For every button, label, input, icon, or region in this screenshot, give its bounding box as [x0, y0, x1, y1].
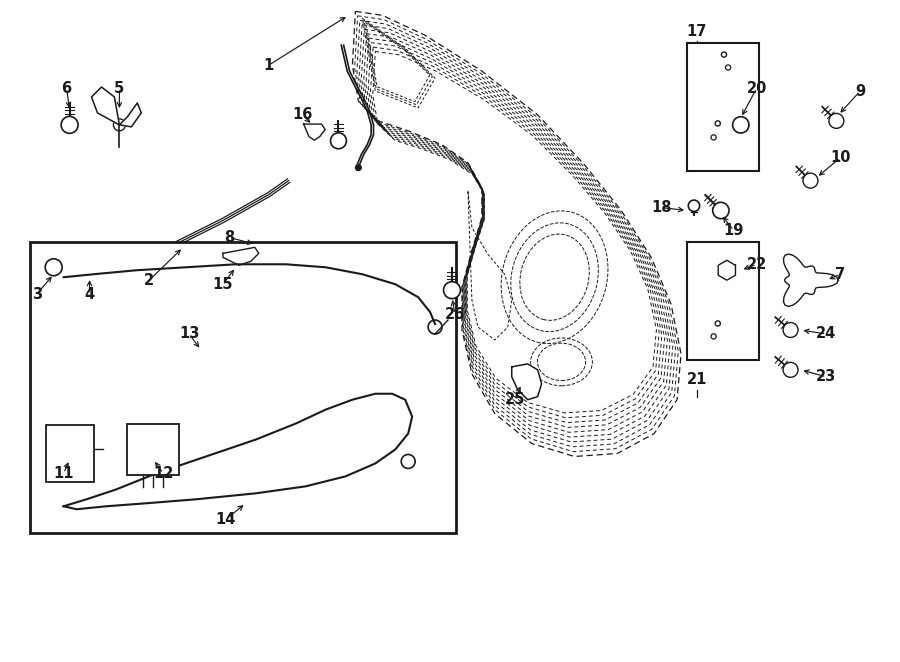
Bar [128, 424, 179, 475]
Text: 17: 17 [687, 24, 707, 39]
Circle shape [711, 135, 716, 140]
Circle shape [783, 322, 798, 338]
Text: 15: 15 [212, 277, 233, 292]
Text: 21: 21 [687, 372, 707, 387]
Text: 10: 10 [830, 150, 850, 166]
Circle shape [113, 119, 125, 131]
Bar [687, 43, 759, 171]
Circle shape [716, 321, 720, 326]
Text: 12: 12 [153, 466, 174, 481]
Bar [30, 242, 456, 533]
Text: 14: 14 [216, 512, 236, 527]
Bar [687, 242, 759, 360]
Text: 5: 5 [114, 81, 124, 95]
Circle shape [725, 274, 731, 279]
Circle shape [61, 117, 78, 133]
Polygon shape [512, 364, 542, 400]
Circle shape [803, 173, 818, 188]
Polygon shape [303, 124, 325, 140]
Text: 9: 9 [855, 83, 865, 99]
Circle shape [444, 282, 461, 299]
Text: 22: 22 [747, 257, 767, 272]
Circle shape [829, 113, 844, 128]
Polygon shape [718, 260, 735, 280]
Circle shape [783, 362, 798, 377]
Circle shape [716, 121, 720, 126]
Circle shape [711, 334, 716, 339]
Text: 24: 24 [816, 326, 836, 342]
Circle shape [733, 117, 749, 133]
Polygon shape [92, 87, 120, 125]
Polygon shape [64, 277, 84, 297]
Text: 20: 20 [746, 81, 767, 95]
Bar [46, 424, 94, 483]
Circle shape [688, 200, 699, 211]
Circle shape [45, 259, 62, 276]
Circle shape [356, 165, 362, 171]
Circle shape [713, 203, 729, 218]
Text: 13: 13 [179, 326, 199, 342]
Text: 11: 11 [53, 466, 74, 481]
Circle shape [725, 65, 731, 70]
Polygon shape [223, 248, 259, 265]
Text: 2: 2 [144, 273, 154, 288]
Circle shape [722, 52, 726, 57]
Text: 19: 19 [724, 223, 744, 238]
Polygon shape [784, 254, 839, 307]
Text: 18: 18 [651, 200, 671, 215]
Polygon shape [120, 103, 141, 127]
Text: 1: 1 [264, 58, 274, 73]
Text: 23: 23 [816, 369, 836, 385]
Circle shape [722, 262, 726, 267]
Text: 25: 25 [505, 392, 525, 407]
Text: 26: 26 [445, 307, 465, 322]
Text: 7: 7 [835, 267, 845, 282]
Text: 6: 6 [61, 81, 72, 95]
Text: 3: 3 [32, 287, 41, 302]
Text: 4: 4 [85, 287, 94, 302]
Text: 8: 8 [224, 230, 234, 245]
Circle shape [330, 133, 346, 149]
Text: 16: 16 [292, 107, 313, 122]
